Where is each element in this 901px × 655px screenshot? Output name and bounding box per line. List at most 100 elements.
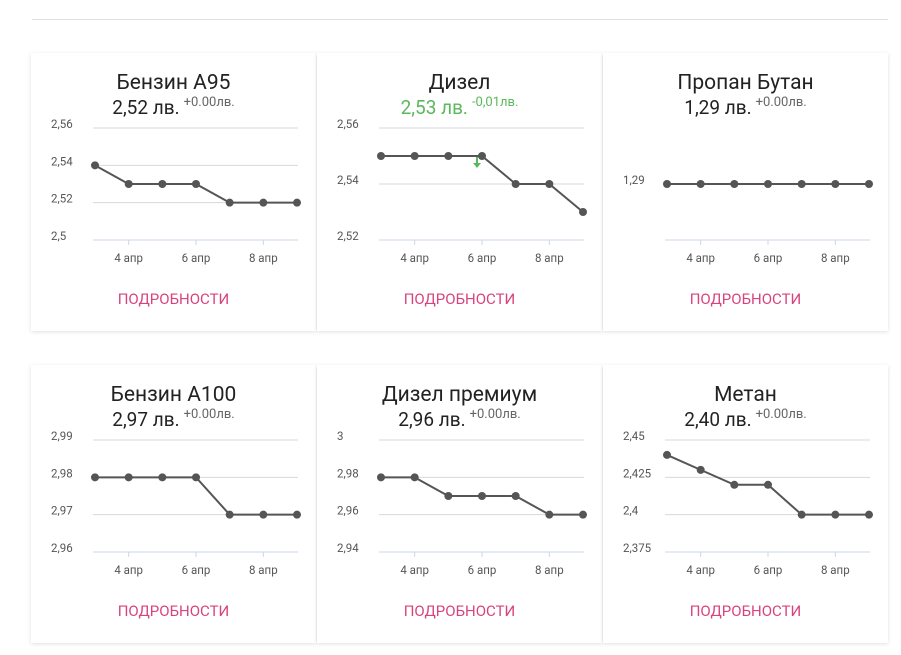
data-point (730, 180, 739, 188)
price-row: 2,96 лв. +0.00лв. (317, 407, 602, 431)
details-link[interactable]: ПОДРОБНОСТИ (117, 290, 230, 308)
price-change: +0.00лв. (184, 407, 235, 422)
data-point (764, 180, 772, 188)
y-tick-label: 3 (337, 429, 343, 443)
data-point (377, 152, 385, 160)
x-tick-label: 8 апр (821, 563, 850, 577)
chart: 1,29 4 апр 6 апр 8 апр (623, 173, 873, 265)
fuel-title: Бензин A95 (116, 71, 231, 95)
fuel-card: Дизел 2,53 лв. -0,01лв. ПОДРОБНОСТИ 2,52 2,54… (317, 53, 602, 331)
fuel-title: Пропан Бутан (677, 71, 814, 95)
fuel-card: Пропан Бутан 1,29 лв. +0.00лв. ПОДРОБНОСТИ 1… (603, 53, 888, 331)
x-tick-label: 4 апр (686, 251, 715, 265)
price: 2,53 лв. (400, 96, 468, 119)
chart: 2,94 2,96 2,98 3 4 апр 6 апр 8 апр (337, 429, 587, 577)
data-point (293, 198, 301, 207)
x-tick-label: 6 апр (754, 563, 783, 577)
details-link[interactable]: ПОДРОБНОСТИ (117, 602, 230, 620)
data-point (579, 510, 587, 519)
data-point (478, 492, 486, 500)
chart: 2,375 2,4 2,425 2,45 4 апр 6 апр 8 апр (623, 429, 873, 577)
details-link[interactable]: ПОДРОБНОСТИ (689, 290, 802, 308)
y-tick-label: 2,52 (337, 229, 359, 243)
price-row: 2,97 лв. +0.00лв. (31, 407, 316, 431)
x-tick-label: 4 апр (400, 251, 429, 265)
data-point (696, 465, 705, 474)
details-link[interactable]: ПОДРОБНОСТИ (403, 602, 516, 620)
data-point (797, 510, 806, 519)
price-row: 2,52 лв. +0.00лв. (31, 95, 316, 119)
data-point (831, 180, 840, 188)
y-tick-label: 2,96 (337, 504, 359, 518)
fuel-card: Дизел премиум 2,96 лв. +0.00лв. ПОДРОБНОСТИ… (317, 365, 602, 643)
change-text: +0.00лв. (755, 95, 807, 110)
price-change: +0.00лв. (756, 95, 807, 110)
fuel-card: Бензин A100 2,97 лв. +0.00лв. ПОДРОБНОСТИ 2,… (31, 365, 316, 643)
data-point (410, 473, 419, 482)
data-point (579, 208, 587, 216)
price: 1,29 лв. (684, 96, 752, 119)
price-row: 2,53 лв. -0,01лв. (317, 95, 602, 168)
fuel-card: Бензин A95 2,52 лв. +0.00лв. ПОДРОБНОСТИ 2,5… (31, 53, 316, 331)
y-tick-label: 2,4 (623, 504, 639, 518)
y-tick-label: 2,54 (337, 173, 359, 187)
data-point (91, 473, 99, 482)
price: 2,52 лв. (112, 96, 180, 119)
price-change: +0.00лв. (184, 95, 235, 110)
data-point (696, 180, 705, 188)
data-point (865, 510, 873, 519)
data-point (511, 492, 520, 500)
data-point (158, 473, 167, 482)
x-tick-label: 8 апр (249, 251, 278, 265)
data-point (377, 473, 385, 482)
details-link[interactable]: ПОДРОБНОСТИ (403, 290, 516, 308)
price: 2,40 лв. (684, 408, 752, 431)
change-text: +0.00лв. (183, 407, 235, 422)
y-tick-label: 2,375 (623, 541, 652, 555)
data-point (764, 480, 772, 489)
y-tick-label: 2,56 (51, 117, 73, 131)
change-text: +0.00лв. (755, 407, 807, 422)
x-tick-label: 6 апр (468, 563, 497, 577)
x-tick-label: 4 апр (114, 563, 143, 577)
price-row: 2,40 лв. +0.00лв. (603, 407, 888, 431)
chart: 2,96 2,97 2,98 2,99 4 апр 6 апр 8 апр (51, 429, 301, 577)
price-change: -0,01лв. (472, 95, 518, 168)
price-row: 1,29 лв. +0.00лв. (603, 95, 888, 119)
data-point (831, 510, 840, 519)
data-point (259, 198, 268, 207)
y-tick-label: 2,52 (51, 192, 73, 206)
y-tick-label: 2,96 (51, 541, 73, 555)
x-tick-label: 6 апр (182, 251, 211, 265)
data-point (545, 510, 554, 519)
x-tick-label: 4 апр (114, 251, 143, 265)
y-tick-label: 2,425 (623, 466, 652, 480)
data-point (225, 510, 234, 519)
x-tick-label: 8 апр (535, 251, 564, 265)
data-point (478, 152, 486, 160)
y-tick-label: 2,54 (51, 154, 73, 168)
x-tick-label: 6 апр (468, 251, 497, 265)
y-tick-label: 2,99 (51, 429, 73, 443)
data-point (124, 473, 133, 482)
data-point (663, 450, 671, 459)
details-link[interactable]: ПОДРОБНОСТИ (689, 602, 802, 620)
y-tick-label: 2,56 (337, 117, 359, 131)
data-point (410, 152, 419, 160)
change-text: +0.00лв. (183, 95, 235, 110)
price-change: +0.00лв. (470, 407, 521, 422)
fuel-card: Метан 2,40 лв. +0.00лв. ПОДРОБНОСТИ 2,375 2,4… (603, 365, 888, 643)
divider (32, 19, 888, 20)
price-line (95, 476, 297, 516)
data-point (865, 180, 873, 188)
y-tick-label: 2,98 (337, 466, 359, 480)
data-point (158, 180, 167, 188)
data-point (124, 180, 133, 188)
data-point (192, 180, 200, 188)
fuel-title: Дизел (428, 71, 491, 95)
data-point (663, 180, 671, 188)
data-point (444, 152, 453, 160)
x-tick-label: 8 апр (535, 563, 564, 577)
x-tick-label: 8 апр (821, 251, 850, 265)
